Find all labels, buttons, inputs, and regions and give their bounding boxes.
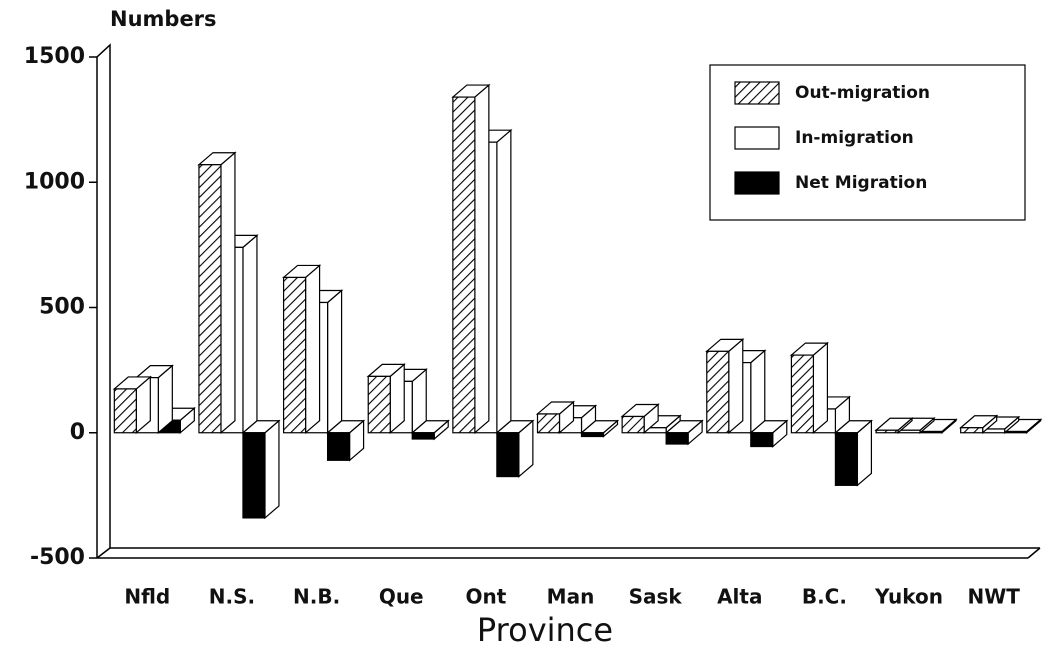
bar-side xyxy=(242,234,258,435)
bar xyxy=(580,432,605,438)
legend-swatch xyxy=(734,81,780,105)
x-tick-label: Ont xyxy=(465,585,506,609)
bar-side xyxy=(496,128,512,435)
y-tick-label: 500 xyxy=(39,295,85,320)
bar xyxy=(536,413,561,434)
x-tick-label: Yukon xyxy=(874,585,943,609)
bar xyxy=(367,375,391,434)
bar-side xyxy=(326,289,343,435)
x-tick-label: Nfld xyxy=(124,585,170,609)
x-tick-label: NWT xyxy=(967,585,1020,609)
x-tick-label: N.B. xyxy=(293,585,340,609)
x-tick-label: Que xyxy=(379,585,424,609)
y-tick-label: 1500 xyxy=(24,44,85,69)
bar xyxy=(621,415,645,434)
bar xyxy=(411,432,435,440)
bar xyxy=(834,432,859,486)
bar-side xyxy=(304,264,321,435)
bar-side xyxy=(728,338,744,435)
x-tick-label: N.S. xyxy=(209,585,255,609)
bar xyxy=(198,164,222,434)
bar-side xyxy=(264,419,280,520)
bar xyxy=(665,432,689,445)
legend: Out-migration In-migration Net Migration xyxy=(709,64,1026,221)
y-axis-label: Numbers xyxy=(110,7,217,31)
bar xyxy=(326,432,351,461)
frame xyxy=(96,43,1041,559)
legend-label: Out-migration xyxy=(795,83,930,103)
bar xyxy=(960,427,984,434)
legend-label: Net Migration xyxy=(795,173,927,193)
bar xyxy=(706,350,730,434)
bar xyxy=(750,432,774,448)
bar xyxy=(1004,430,1028,434)
bar xyxy=(282,276,307,434)
x-axis-label: Province xyxy=(477,611,613,649)
legend-swatch xyxy=(734,171,780,195)
bar xyxy=(113,388,137,434)
bar xyxy=(790,354,815,434)
bar xyxy=(242,432,266,519)
bar xyxy=(875,429,899,434)
x-tick-label: Man xyxy=(547,585,595,609)
y-tick-label: -500 xyxy=(30,545,85,570)
x-tick-label: B.C. xyxy=(802,585,847,609)
x-tick-label: Alta xyxy=(717,585,762,609)
bar-side xyxy=(750,349,766,435)
y-tick-label: 1000 xyxy=(24,169,85,194)
legend-swatch xyxy=(734,126,780,150)
y-tick-label: 0 xyxy=(70,420,85,445)
bar xyxy=(496,432,520,478)
bar-side xyxy=(812,341,829,435)
x-tick-label: Sask xyxy=(629,585,683,609)
bar-side xyxy=(220,151,236,435)
legend-label: In-migration xyxy=(795,128,914,148)
bar-side xyxy=(474,83,490,435)
bar xyxy=(919,430,943,434)
bar xyxy=(452,96,476,434)
